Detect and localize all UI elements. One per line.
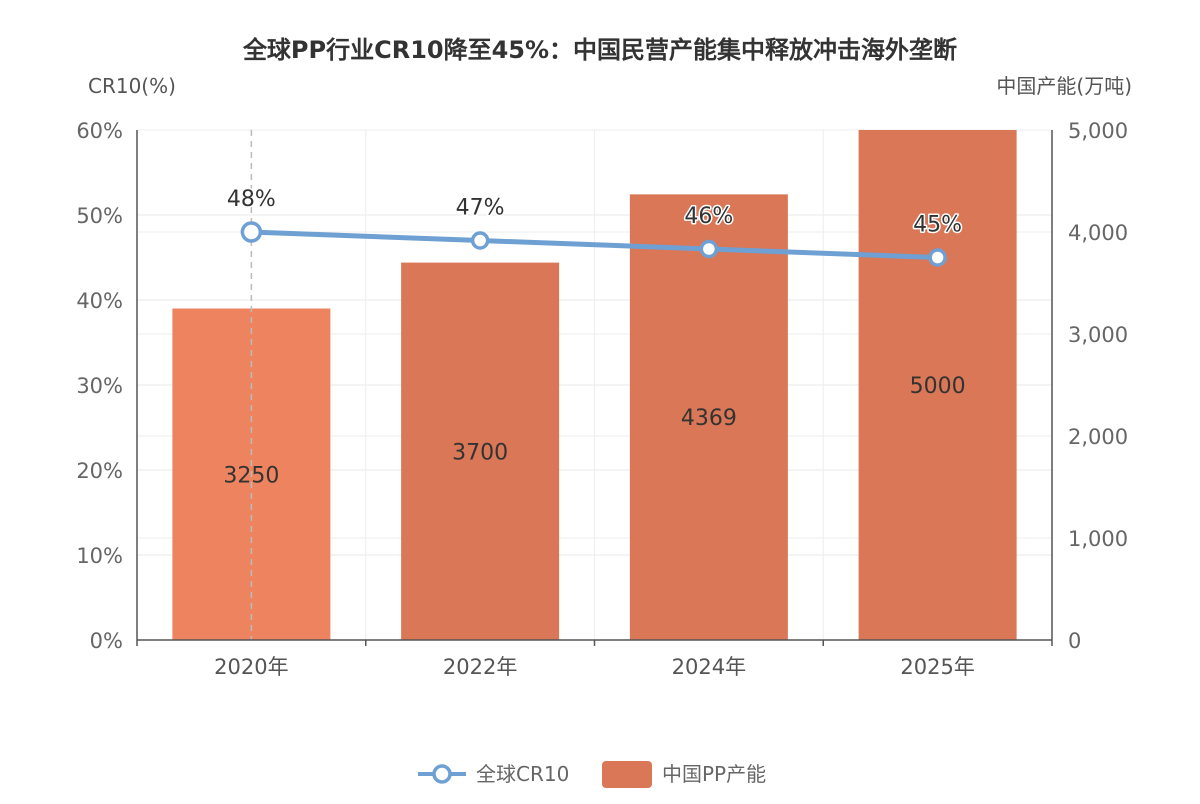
data-labels: 3250 3700 4369 5000 48% 47% 46% 45% — [223, 186, 966, 489]
right-tick-label: 3,000 — [1068, 323, 1128, 347]
bar-data-label: 4369 — [681, 406, 737, 431]
axes: 0% 10% 20% 30% 40% 50% 60% 0 1,000 2,000 3,000 4,00… — [76, 119, 1128, 679]
line-data-label: 48% — [227, 187, 276, 212]
line-point-4[interactable] — [928, 248, 947, 267]
line-data-label: 46% — [684, 204, 733, 229]
right-tick-label: 5,000 — [1068, 119, 1128, 143]
left-tick-label: 10% — [76, 544, 123, 568]
left-tick-label: 20% — [76, 459, 123, 483]
bar-data-label: 5000 — [910, 374, 966, 399]
left-tick-label: 60% — [76, 119, 123, 143]
right-tick-label: 0 — [1068, 629, 1081, 653]
line-point-1[interactable] — [240, 221, 263, 243]
legend-label: 全球CR10 — [476, 762, 569, 786]
bar-3[interactable] — [629, 194, 788, 640]
bar-data-label: 3250 — [223, 463, 279, 488]
line-series — [240, 221, 947, 267]
right-axis-name: 中国产能(万吨) — [996, 74, 1132, 98]
category-label: 2020年 — [214, 655, 288, 679]
category-label: 2025年 — [900, 655, 974, 679]
legend-item-line[interactable]: 全球CR10 — [418, 762, 569, 786]
left-tick-label: 0% — [90, 629, 123, 653]
right-tick-label: 4,000 — [1068, 221, 1128, 245]
cr10-line — [248, 229, 941, 260]
category-label: 2022年 — [443, 655, 517, 679]
category-label: 2024年 — [672, 655, 746, 679]
line-data-label: 45% — [913, 213, 962, 238]
bar-2[interactable] — [401, 262, 560, 640]
right-tick-label: 2,000 — [1068, 425, 1128, 449]
chart-title: 全球PP行业CR10降至45%：中国民营产能集中释放冲击海外垄断 — [242, 36, 957, 64]
bar-data-label: 3700 — [452, 440, 508, 465]
legend-label: 中国PP产能 — [662, 762, 766, 786]
bar-4[interactable] — [858, 130, 1017, 640]
left-tick-label: 50% — [76, 204, 123, 228]
legend-item-bar[interactable]: 中国PP产能 — [602, 761, 766, 788]
line-data-label: 47% — [456, 196, 505, 221]
left-tick-label: 40% — [76, 289, 123, 313]
line-point-3[interactable] — [699, 239, 719, 259]
line-point-2[interactable] — [470, 231, 490, 250]
right-tick-label: 1,000 — [1068, 527, 1128, 551]
left-tick-label: 30% — [76, 374, 123, 398]
legend-marker-icon — [432, 764, 452, 784]
legend: 全球CR10 中国PP产能 — [418, 761, 766, 788]
left-axis-name: CR10(%) — [88, 74, 176, 98]
legend-bar-icon — [602, 761, 652, 788]
